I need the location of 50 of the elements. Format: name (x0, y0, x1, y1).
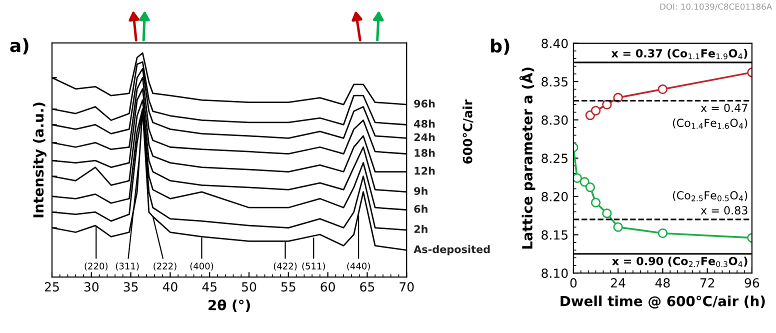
x-tick-label: 25 (44, 282, 59, 292)
annotation: (400) (190, 262, 214, 271)
x-tick-label: 45 (202, 282, 216, 292)
x-tick-label: 50 (242, 282, 256, 292)
x-tick-label: 65 (360, 282, 374, 292)
annotation: (222) (154, 262, 176, 271)
series-label: 12h (414, 166, 435, 175)
series-label: As-deposited (414, 245, 490, 256)
annotation: (440) (347, 262, 370, 271)
x-tick-label: 48 (655, 278, 670, 288)
series-label: 6h (414, 204, 428, 213)
annotation: (Co$_{2.5}$Fe$_{0.5}$O$_{4}$) x = 0.83 (672, 190, 748, 215)
annotation: x = 0.90 (Co$_{2.7}$Fe$_{0.3}$O$_{4}$) (612, 256, 748, 268)
chart-title: b) (491, 38, 510, 55)
y-tick-label: 8.25 (542, 154, 568, 164)
x-tick-label: 35 (124, 282, 138, 292)
text: DOI: 10.1039/C8CE01186A (660, 3, 772, 10)
y-tick-label: 8.10 (542, 268, 568, 278)
series-label: 2h (414, 224, 428, 233)
y-tick-label: 8.15 (542, 230, 568, 240)
series-label: 96h (414, 100, 435, 108)
annotation: (220) (84, 262, 108, 271)
x-tick-label: 70 (400, 282, 414, 292)
x-tick-label: 60 (320, 282, 335, 292)
x-tick-label: 0 (570, 278, 577, 288)
text: 600°C/air (462, 99, 474, 164)
annotation: x = 0.47 (Co$_{1.4}$Fe$_{1.6}$O$_{4}$) (672, 104, 748, 129)
x-axis-title: Dwell time @ 600°C/air (h) (560, 296, 765, 309)
series-label: 48h (414, 120, 435, 128)
y-tick-label: 8.30 (542, 115, 568, 125)
x-tick-label: 96 (744, 278, 760, 288)
y-tick-label: 8.35 (542, 77, 568, 87)
x-tick-label: 40 (162, 282, 178, 292)
y-axis-title: Intensity (a.u.) (32, 102, 46, 218)
x-tick-label: 30 (84, 282, 99, 292)
y-tick-label: 8.20 (542, 192, 568, 202)
chart-title: a) (10, 38, 28, 54)
annotation: x = 0.37 (Co$_{1.1}$Fe$_{1.9}$O$_{4}$) (611, 48, 748, 60)
y-tick-label: 8.40 (542, 38, 568, 48)
annotation: (422) (274, 262, 297, 271)
series-label: 18h (414, 148, 435, 157)
annotation: (311) (116, 262, 139, 271)
y-axis-title: Lattice parameter a (Å) (519, 68, 536, 249)
series-label: 9h (414, 186, 428, 195)
x-axis-title: 2θ (°) (208, 299, 250, 312)
x-tick-label: 24 (611, 278, 626, 288)
annotation: (511) (302, 262, 325, 271)
x-tick-label: 55 (281, 282, 296, 292)
series-label: 24h (414, 133, 435, 142)
x-tick-label: 72 (700, 278, 714, 288)
